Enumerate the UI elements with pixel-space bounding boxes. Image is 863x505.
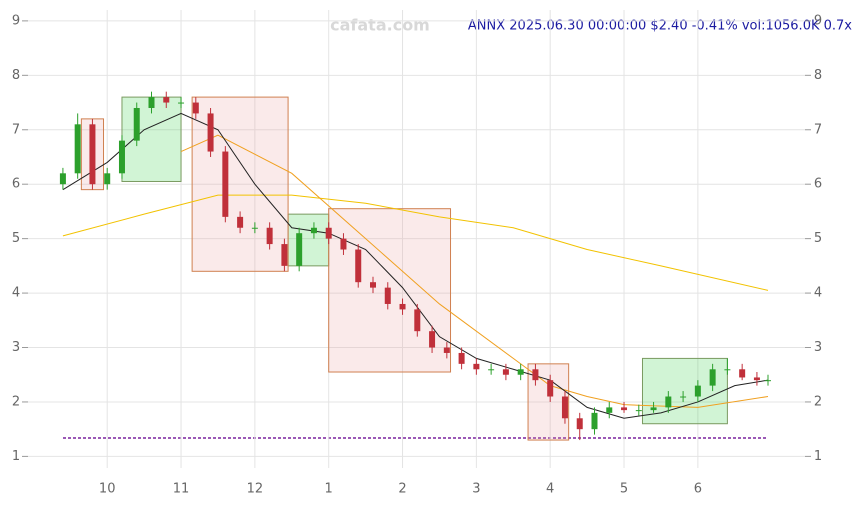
candle-body	[74, 124, 81, 174]
candle-body	[753, 377, 760, 381]
candle-body	[281, 244, 288, 266]
x-tick-label: 2	[398, 482, 406, 497]
y-tick-label: 3	[814, 340, 822, 355]
candle-body	[443, 347, 450, 353]
x-tick-label: 11	[173, 482, 190, 497]
y-tick-label: 1	[12, 449, 20, 464]
candle-body	[222, 151, 229, 217]
candle-body	[266, 227, 273, 245]
candle-body	[310, 227, 317, 234]
y-tick-label: 8	[12, 68, 20, 83]
y-tick-label: 6	[814, 177, 822, 192]
y-tick-label: 2	[12, 394, 20, 409]
candle-body	[680, 396, 687, 398]
candle-body	[148, 97, 155, 108]
y-tick-label: 4	[814, 286, 822, 301]
candle-body	[104, 173, 111, 185]
y-tick-label: 4	[12, 286, 20, 301]
y-tick-label: 5	[814, 231, 822, 246]
candle-body	[458, 352, 465, 364]
candle-body	[517, 369, 524, 375]
candle-body	[739, 369, 746, 378]
y-tick-label: 7	[12, 122, 20, 137]
candle-body	[724, 369, 731, 371]
zone	[287, 213, 330, 267]
y-tick-label: 1	[814, 449, 822, 464]
y-tick-label: 9	[814, 13, 822, 28]
y-tick-label: 3	[12, 340, 20, 355]
candle-body	[370, 282, 376, 288]
moving-average	[62, 112, 769, 419]
candle-body	[251, 227, 258, 229]
candle-body	[237, 216, 244, 228]
candle-body	[709, 369, 716, 386]
candle-body	[765, 380, 771, 382]
candle-body	[192, 102, 199, 114]
candle-body	[414, 309, 421, 332]
y-tick-label: 8	[814, 68, 822, 83]
y-tick-label: 2	[814, 394, 822, 409]
candle-body	[325, 227, 332, 239]
candle-body	[532, 369, 539, 381]
candle-body	[163, 97, 170, 103]
x-tick-label: 1	[325, 482, 333, 497]
candle-body	[591, 412, 598, 430]
candle-body	[340, 238, 347, 250]
candle-body	[384, 287, 391, 304]
candle-body	[473, 363, 480, 370]
y-tick-label: 7	[814, 122, 822, 137]
candle-body	[694, 385, 701, 397]
x-tick-label: 4	[546, 482, 554, 497]
candle-body	[635, 410, 642, 412]
candle-body	[488, 369, 495, 371]
candle-body	[621, 407, 628, 411]
x-tick-label: 10	[99, 482, 116, 497]
y-tick-label: 6	[12, 177, 20, 192]
candle-body	[502, 369, 509, 375]
candle-body	[606, 407, 613, 413]
candle-body	[355, 249, 362, 283]
watermark: cafata.com	[330, 16, 430, 35]
candle-body	[118, 140, 125, 174]
candle-body	[665, 396, 672, 408]
candle-body	[561, 396, 568, 419]
y-tick-label: 9	[12, 13, 20, 28]
candle-body	[207, 113, 214, 152]
moving-average	[62, 194, 769, 291]
candle-body	[429, 331, 436, 348]
candle-body	[576, 418, 583, 430]
candle-body	[133, 107, 140, 141]
x-tick-label: 5	[620, 482, 628, 497]
candle-body	[650, 407, 657, 411]
moving-average	[180, 134, 769, 408]
x-tick-label: 12	[247, 482, 264, 497]
candle-body	[178, 102, 185, 104]
y-tick-label: 5	[12, 231, 20, 246]
candle-body	[399, 303, 406, 310]
candle-body	[59, 173, 66, 185]
chart-title: ANNX 2025.06.30 00:00:00 $2.40 -0.41% vo…	[468, 19, 852, 34]
x-tick-label: 3	[472, 482, 480, 497]
x-tick-label: 6	[694, 482, 702, 497]
zone	[191, 96, 289, 272]
candle-body	[89, 124, 96, 185]
candle-body	[296, 233, 303, 266]
candle-body	[547, 380, 554, 397]
